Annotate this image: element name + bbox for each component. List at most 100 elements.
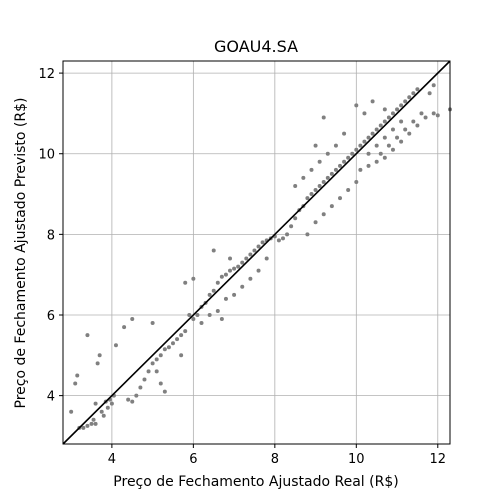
chart-title: GOAU4.SA xyxy=(214,37,298,56)
data-point xyxy=(179,353,184,358)
data-point xyxy=(276,238,281,243)
data-point xyxy=(73,381,78,386)
data-point xyxy=(97,353,102,358)
data-point xyxy=(240,284,245,289)
y-tick-label: 8 xyxy=(47,228,55,243)
data-point xyxy=(215,308,220,313)
data-point xyxy=(170,341,175,346)
data-point xyxy=(93,421,98,426)
data-point xyxy=(101,413,106,418)
data-point xyxy=(280,236,285,241)
data-point xyxy=(293,183,298,188)
data-point xyxy=(158,353,163,358)
data-point xyxy=(240,260,245,265)
data-point xyxy=(403,127,408,132)
data-point xyxy=(386,115,391,120)
data-point xyxy=(386,143,391,148)
data-point xyxy=(358,167,363,172)
data-point xyxy=(256,244,261,249)
data-point xyxy=(223,296,228,301)
data-point xyxy=(395,135,400,140)
data-point xyxy=(134,393,139,398)
y-tick-label: 10 xyxy=(38,148,55,163)
data-point xyxy=(374,143,379,148)
data-point xyxy=(248,252,253,257)
data-point xyxy=(219,274,224,279)
data-point xyxy=(407,95,412,100)
data-point xyxy=(305,232,310,237)
y-tick-label: 4 xyxy=(47,390,55,405)
data-point xyxy=(431,83,436,88)
data-point xyxy=(325,151,330,156)
data-point xyxy=(354,103,359,108)
data-point xyxy=(93,401,98,406)
data-point xyxy=(223,272,228,277)
data-point xyxy=(399,119,404,124)
data-point xyxy=(366,151,371,156)
data-point xyxy=(191,276,196,281)
data-point xyxy=(338,196,343,201)
data-point xyxy=(382,155,387,160)
data-point xyxy=(105,405,110,410)
data-point xyxy=(415,87,420,92)
data-point xyxy=(313,143,318,148)
data-point xyxy=(378,123,383,128)
data-point xyxy=(138,385,143,390)
data-point xyxy=(435,113,440,118)
data-point xyxy=(109,401,114,406)
data-point xyxy=(415,123,420,128)
data-point xyxy=(232,292,237,297)
data-point xyxy=(130,399,135,404)
data-point xyxy=(187,312,192,317)
data-point xyxy=(248,276,253,281)
data-point xyxy=(362,111,367,116)
data-point xyxy=(342,131,347,136)
data-point xyxy=(219,317,224,322)
x-tick-label: 6 xyxy=(189,452,197,467)
data-point xyxy=(346,155,351,160)
data-point xyxy=(366,135,371,140)
data-point xyxy=(382,119,387,124)
data-point xyxy=(293,216,298,221)
data-point xyxy=(260,240,265,245)
data-point xyxy=(150,361,155,366)
data-point xyxy=(154,357,159,362)
data-point xyxy=(211,288,216,293)
grid-lines xyxy=(63,61,450,444)
data-point xyxy=(95,361,100,366)
data-point xyxy=(382,107,387,112)
data-point xyxy=(366,163,371,168)
data-point xyxy=(207,292,212,297)
data-point xyxy=(228,268,233,273)
data-point xyxy=(333,167,338,172)
data-point xyxy=(207,312,212,317)
data-point xyxy=(342,159,347,164)
data-point xyxy=(427,91,432,96)
data-point xyxy=(91,417,96,422)
data-point xyxy=(321,115,326,120)
x-tick-label: 4 xyxy=(108,452,116,467)
data-point xyxy=(407,131,412,136)
data-point xyxy=(346,188,351,193)
x-tick-label: 12 xyxy=(430,452,447,467)
y-tick-label: 12 xyxy=(38,67,55,82)
data-point xyxy=(370,99,375,104)
y-tick-label: 6 xyxy=(47,309,55,324)
data-point xyxy=(390,111,395,116)
data-point xyxy=(89,421,94,426)
data-point xyxy=(146,369,151,374)
data-point xyxy=(431,111,436,116)
data-point xyxy=(166,345,171,350)
data-point xyxy=(113,343,118,348)
data-point xyxy=(374,127,379,132)
data-point xyxy=(411,119,416,124)
x-tick-label: 8 xyxy=(271,452,279,467)
data-point xyxy=(126,397,131,402)
data-point xyxy=(403,99,408,104)
data-point xyxy=(354,179,359,184)
data-point xyxy=(75,373,80,378)
data-point xyxy=(333,143,338,148)
y-axis-label: Preço de Fechamento Ajustado Previsto (R… xyxy=(13,98,29,409)
data-point xyxy=(378,151,383,156)
data-point xyxy=(211,248,216,253)
